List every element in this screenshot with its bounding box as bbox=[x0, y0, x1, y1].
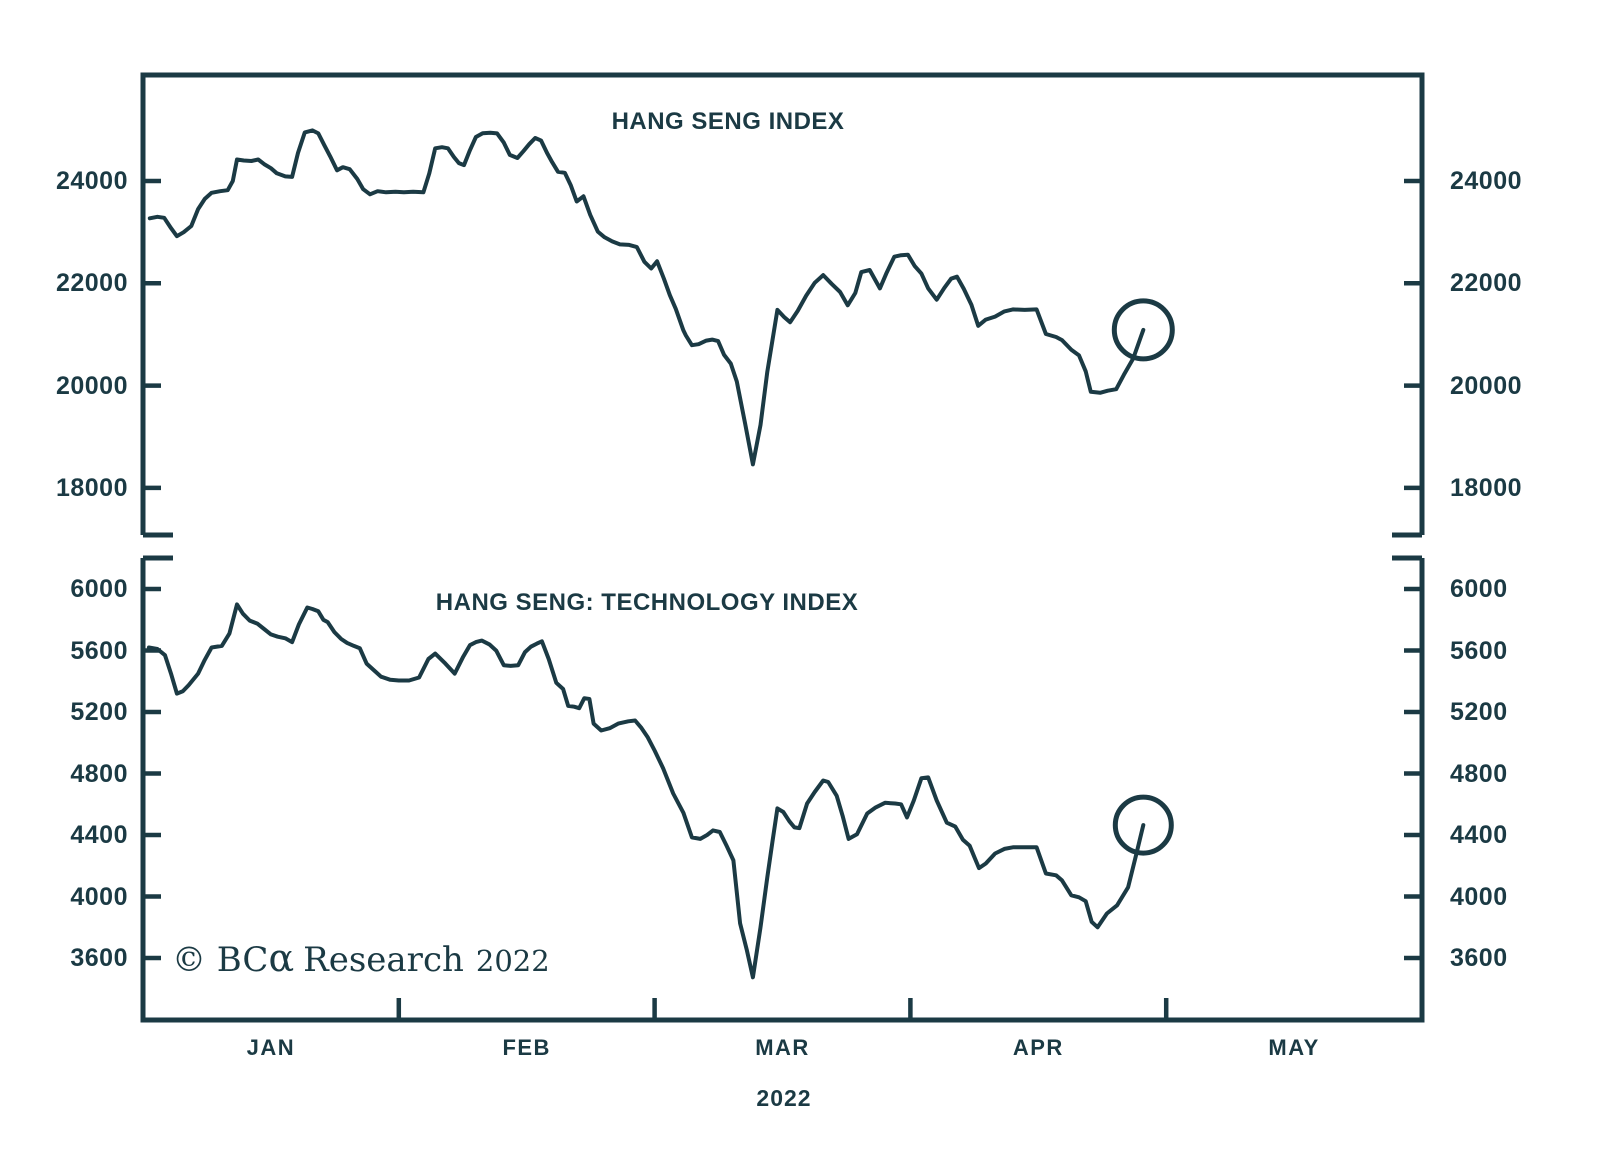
y-tick-label-right: 4400 bbox=[1450, 821, 1508, 850]
copyright-year: 2022 bbox=[475, 944, 550, 978]
y-tick-label-right: 22000 bbox=[1450, 269, 1523, 298]
y-tick-label-right: 3600 bbox=[1450, 944, 1508, 973]
month-boundary-ticks bbox=[396, 998, 1169, 1020]
y-tick-label-left: 4800 bbox=[70, 759, 128, 788]
y-tick-label-left: 5600 bbox=[70, 636, 128, 665]
hang-seng-index-highlight-circle bbox=[1111, 298, 1175, 362]
y-tick-label-right: 5600 bbox=[1450, 636, 1508, 665]
y-tick-label-left: 20000 bbox=[55, 371, 128, 400]
x-axis-year-label: 2022 bbox=[756, 1085, 812, 1111]
copyright-watermark: © BCα Research 2022 bbox=[172, 936, 550, 980]
top-panel-frame bbox=[140, 72, 1425, 538]
copyright-text: Research bbox=[303, 940, 464, 980]
y-tick-label-left: 6000 bbox=[70, 575, 128, 604]
y-tick-label-right: 24000 bbox=[1450, 166, 1523, 195]
y-tick-label-left: 4400 bbox=[70, 821, 128, 850]
y-tick-label-left: 22000 bbox=[55, 269, 128, 298]
hang-seng-index-line bbox=[147, 128, 1146, 467]
bottom-chart-title: HANG SENG: TECHNOLOGY INDEX bbox=[435, 589, 859, 616]
x-tick-label-month: JAN bbox=[246, 1035, 296, 1060]
hang-seng-technology-index-highlight-circle bbox=[1112, 794, 1174, 856]
y-tick-label-left: 3600 bbox=[70, 944, 128, 973]
y-tick-label-right: 20000 bbox=[1450, 371, 1523, 400]
y-tick-label-left: 24000 bbox=[55, 166, 128, 195]
y-tick-label-left: 18000 bbox=[55, 473, 128, 502]
y-axis-ticks bbox=[143, 586, 1422, 961]
y-tick-label-right: 4000 bbox=[1450, 882, 1508, 911]
x-tick-label-month: MAR bbox=[755, 1035, 810, 1060]
x-tick-label-month: FEB bbox=[502, 1035, 551, 1060]
y-tick-label-left: 4000 bbox=[70, 882, 128, 911]
x-tick-label-month: MAY bbox=[1268, 1035, 1320, 1060]
y-tick-label-right: 6000 bbox=[1450, 575, 1508, 604]
hang-seng-technology-index-line bbox=[146, 602, 1146, 980]
y-tick-label-left: 5200 bbox=[70, 698, 128, 727]
x-tick-label-month: APR bbox=[1012, 1035, 1064, 1060]
brand-alpha-glyph: α bbox=[268, 936, 295, 980]
bottom-panel-frame bbox=[140, 555, 1425, 1023]
y-tick-label-right: 4800 bbox=[1450, 759, 1508, 788]
y-tick-label-right: 5200 bbox=[1450, 698, 1508, 727]
y-axis-ticks bbox=[143, 178, 1422, 491]
y-tick-label-right: 18000 bbox=[1450, 473, 1523, 502]
top-chart-title: HANG SENG INDEX bbox=[611, 108, 845, 135]
copyright-brand: © BC bbox=[172, 940, 269, 980]
